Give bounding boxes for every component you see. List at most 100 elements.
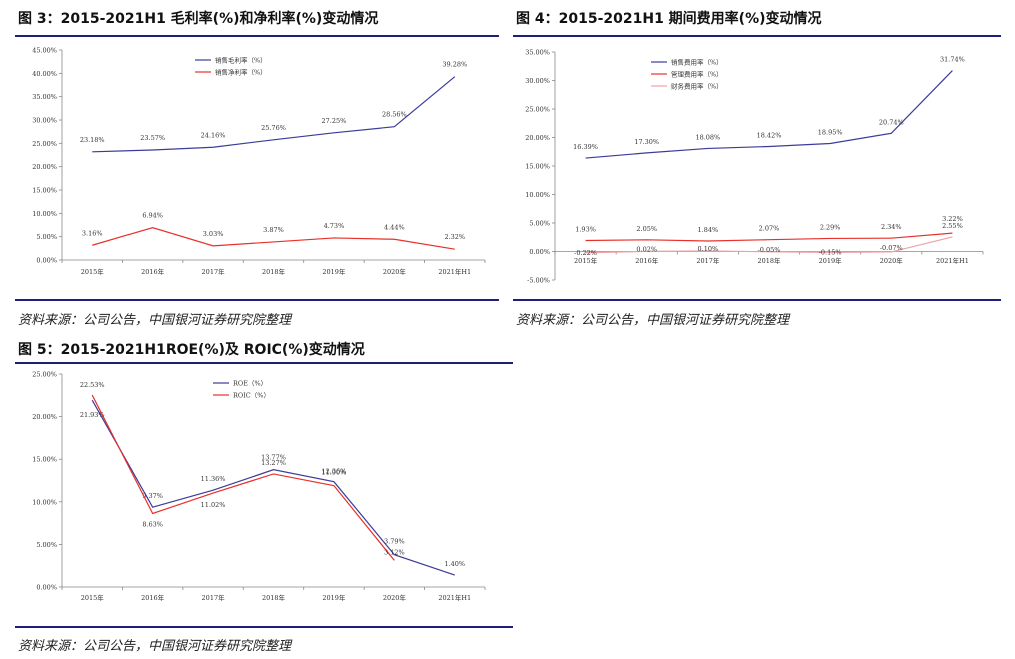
fig4-data-label: 2.29% <box>820 223 841 231</box>
fig4-source: 资料来源：公司公告，中国银河证券研究院整理 <box>516 313 790 328</box>
fig4-data-label: 16.39% <box>573 143 598 151</box>
fig4-data-label: 31.74% <box>940 56 965 64</box>
fig5-legend-label: ROIC（%） <box>233 392 270 400</box>
fig3-x-tick-label: 2019年 <box>322 267 346 276</box>
fig3-data-label: 3.16% <box>82 229 103 237</box>
fig3-chart: 0.00% 5.00% 10.00% 15.00% 20.00% 25.00% 30.00%… <box>32 47 486 276</box>
fig5-series-line-1 <box>91 399 455 576</box>
fig4-data-label: 2.07% <box>759 225 780 233</box>
fig4-bottom-rule <box>513 299 1001 301</box>
fig3-data-label: 23.18% <box>80 136 105 144</box>
fig3-data-label: 3.87% <box>263 226 284 234</box>
fig4-x-tick-label: 2015年 <box>574 256 598 265</box>
fig4-x-tick-label: 2020年 <box>880 256 904 265</box>
fig3-x-tick-label: 2015年 <box>81 267 105 276</box>
fig3-data-label: 28.56% <box>382 111 407 119</box>
fig4-data-label: 1.84% <box>698 226 719 234</box>
fig3-y-tick-label: 35.00% <box>32 93 57 101</box>
fig3-data-label: 39.28% <box>442 61 467 69</box>
fig5-x-tick-label: 2019年 <box>322 593 346 602</box>
fig4-y-tick-label: 5.00% <box>529 220 550 228</box>
fig3-y-tick-label: 15.00% <box>32 187 57 195</box>
fig5-data-label: 9.37% <box>142 492 163 500</box>
fig4-x-tick-label: 2021年H1 <box>936 256 969 265</box>
fig5-x-tick-label: 2016年 <box>141 593 165 602</box>
fig5-title: 图 5：2015-2021H1ROE(%)及 ROIC(%)变动情况 <box>18 342 365 358</box>
fig4-x-tick-label: 2017年 <box>696 256 720 265</box>
fig3-data-label: 27.25% <box>322 117 347 125</box>
fig5-y-tick-label: 25.00% <box>32 371 57 379</box>
fig4-x-tick-label: 2016年 <box>635 256 659 265</box>
fig3-data-label: 23.57% <box>140 134 165 142</box>
fig3-data-label: 2.32% <box>444 233 465 241</box>
fig4-y-tick-label: 15.00% <box>525 163 550 171</box>
fig4-legend-label: 财务费用率（%） <box>671 82 723 91</box>
fig3-legend-label: 销售毛利率（%） <box>215 56 267 65</box>
fig4-data-label: 1.93% <box>575 225 596 233</box>
fig5-y-tick-label: 20.00% <box>32 413 57 421</box>
fig3-series-line-1 <box>92 76 456 153</box>
fig3-y-tick-label: 10.00% <box>32 210 57 218</box>
fig4-top-rule <box>513 35 1001 37</box>
fig3-x-tick-label: 2021年H1 <box>438 267 471 276</box>
fig4-legend-label: 销售费用率（%） <box>671 58 723 67</box>
fig4-data-label: 18.08% <box>695 133 720 141</box>
fig5-data-label: 13.77% <box>261 454 286 462</box>
fig5-y-tick-label: 5.00% <box>36 541 57 549</box>
fig3-y-tick-label: 40.00% <box>32 70 57 78</box>
fig3-y-tick-label: 5.00% <box>36 233 57 241</box>
fig5-data-label: 1.40% <box>444 560 465 568</box>
fig3-title: 图 3：2015-2021H1 毛利率(%)和净利率(%)变动情况 <box>18 11 379 27</box>
fig4-y-tick-label: -5.00% <box>527 277 550 285</box>
fig5-top-rule <box>15 362 513 364</box>
fig5-chart: 0.00% 5.00% 10.00% 15.00% 20.00% 25.00% 2015年 2… <box>32 371 486 602</box>
fig5-series-line-2 <box>91 394 395 561</box>
fig5-data-label: 12.36% <box>322 468 347 476</box>
fig3-bottom-rule <box>15 299 499 301</box>
fig4-data-label: 20.74% <box>879 118 904 126</box>
fig4-data-label: 18.42% <box>757 132 782 140</box>
fig4-y-tick-label: 0.00% <box>529 248 550 256</box>
fig4-legend-label: 管理费用率（%） <box>671 70 723 79</box>
fig3-data-label: 24.16% <box>201 131 226 139</box>
fig4-data-label: -0.15% <box>819 248 842 256</box>
fig5-x-tick-label: 2015年 <box>81 593 105 602</box>
fig5-data-label: 3.79% <box>384 538 405 546</box>
fig3-x-tick-label: 2016年 <box>141 267 165 276</box>
fig3-source: 资料来源：公司公告，中国银河证券研究院整理 <box>18 313 292 328</box>
fig4-y-tick-label: 30.00% <box>525 77 550 85</box>
fig3-top-rule <box>15 35 499 37</box>
fig5-data-label: 8.63% <box>142 520 163 528</box>
fig4-data-label: 0.02% <box>636 245 657 253</box>
fig5-data-label: 11.36% <box>201 475 226 483</box>
fig3-y-tick-label: 30.00% <box>32 117 57 125</box>
fig3-x-tick-label: 2018年 <box>262 267 286 276</box>
fig4-data-label: 2.05% <box>636 225 657 233</box>
fig3-data-label: 4.73% <box>324 222 345 230</box>
fig4-data-label: 2.55% <box>942 222 963 230</box>
fig3-series-line-2 <box>92 226 455 250</box>
fig4-title: 图 4：2015-2021H1 期间费用率(%)变动情况 <box>516 11 822 27</box>
fig4-data-label: -0.07% <box>880 244 903 252</box>
fig4-series-line-3 <box>585 236 953 254</box>
fig5-x-tick-label: 2018年 <box>262 593 286 602</box>
fig3-data-label: 4.44% <box>384 223 405 231</box>
fig4-data-label: 0.10% <box>698 245 719 253</box>
fig3-y-tick-label: 25.00% <box>32 140 57 148</box>
fig5-legend-label: ROE（%） <box>233 380 267 388</box>
fig5-y-tick-label: 0.00% <box>36 584 57 592</box>
fig3-y-tick-label: 0.00% <box>36 257 57 265</box>
fig5-bottom-rule <box>15 626 513 628</box>
fig4-chart: -5.00% 0.00% 5.00% 10.00% 15.00% 20.00% 25.00%… <box>525 49 984 285</box>
fig5-y-tick-label: 10.00% <box>32 498 57 506</box>
fig5-data-label: 11.02% <box>201 501 226 509</box>
fig3-data-label: 25.76% <box>261 124 286 132</box>
fig3-x-tick-label: 2017年 <box>202 267 226 276</box>
fig3-x-tick-label: 2020年 <box>383 267 407 276</box>
fig5-x-tick-label: 2017年 <box>202 593 226 602</box>
fig3-data-label: 3.03% <box>203 230 224 238</box>
fig4-data-label: 17.30% <box>634 138 659 146</box>
fig5-source: 资料来源：公司公告，中国银河证券研究院整理 <box>18 639 292 654</box>
fig3-y-tick-label: 45.00% <box>32 47 57 55</box>
fig4-data-label: 18.95% <box>818 128 843 136</box>
